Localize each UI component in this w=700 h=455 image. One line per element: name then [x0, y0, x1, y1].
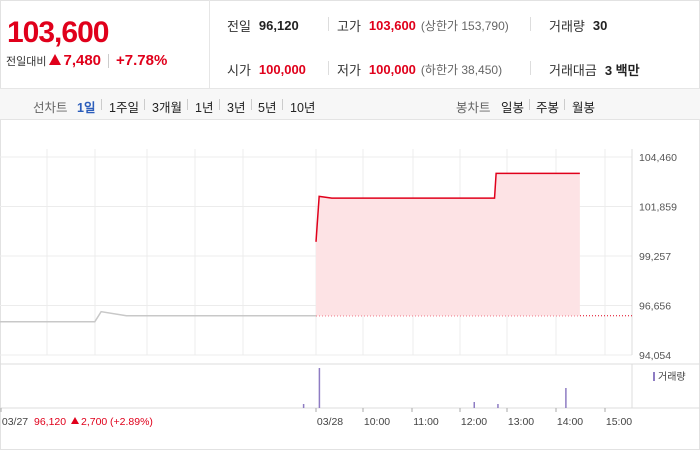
period-10y[interactable]: 10년 [290, 101, 316, 115]
x-tick-label: 11:00 [413, 416, 439, 428]
current-price: 103,600 [7, 16, 109, 49]
stat-label: 저가 [337, 63, 361, 78]
divider [251, 99, 252, 110]
change-value: 7,480 [63, 52, 102, 69]
period-3m[interactable]: 3개월 [152, 101, 182, 115]
change-line: 전일대비 7,480 +7.78% [6, 52, 167, 69]
divider [108, 53, 110, 68]
stat-value: 30 [592, 18, 608, 33]
stat-label: 거래량 [549, 19, 585, 34]
y-tick-label: 99,257 [639, 251, 671, 263]
series-line-prev-day [0, 310, 316, 323]
stat-label: 거래대금 [549, 63, 597, 78]
divider [530, 17, 531, 31]
stat-value: 96,120 [258, 18, 299, 33]
change-label: 전일대비 [6, 55, 47, 68]
stat-high: 고가 103,600 (상한가 153,790) [337, 16, 509, 35]
candle-chart-label: 봉차트 [456, 101, 491, 115]
x-tick-label: 03/27 [2, 416, 28, 428]
candle-monthly[interactable]: 월봉 [572, 101, 596, 115]
prev-day-percent: (+2.89%) [110, 416, 153, 428]
divider [101, 99, 102, 110]
volume-bar [565, 388, 567, 408]
up-triangle-icon [49, 54, 62, 65]
period-3y[interactable]: 3년 [227, 101, 246, 115]
period-1y[interactable]: 1년 [195, 101, 214, 115]
candle-weekly[interactable]: 주봉 [536, 101, 560, 115]
x-tick-label: 12:00 [461, 416, 487, 428]
volume-bar [318, 368, 321, 408]
stats-grid: 전일 96,120 고가 103,600 (상한가 153,790) 거래량 3… [210, 0, 700, 88]
y-tick-label: 101,859 [639, 202, 677, 214]
up-triangle-icon [71, 417, 79, 424]
stat-prev-close: 전일 96,120 [227, 16, 299, 35]
x-tick-label: 03/28 [317, 416, 343, 428]
stat-value: 3 백만 [604, 63, 640, 78]
price-chart-svg: 104,460 101,859 99,257 96,656 94,054 거래량 03/27… [0, 149, 700, 428]
divider [328, 17, 329, 31]
stat-trade-value: 거래대금 3 백만 [549, 60, 640, 79]
line-chart-label: 선차트 [33, 101, 68, 115]
stat-label: 시가 [227, 63, 251, 78]
series-area-today [316, 173, 580, 316]
period-1w[interactable]: 1주일 [109, 101, 139, 115]
divider [187, 99, 188, 110]
x-tick-label: 10:00 [364, 416, 390, 428]
divider [564, 99, 565, 110]
stat-label: 전일 [227, 19, 251, 34]
chart-toolbar: 선차트 1일 1주일 3개월 1년 3년 5년 10년 봉차트 일봉 주봉 월봉 [0, 89, 700, 120]
lower-limit: (하한가 38,450) [420, 63, 503, 77]
change-percent: +7.78% [116, 52, 168, 69]
price-chart: 104,460 101,859 99,257 96,656 94,054 거래량 03/27… [0, 119, 700, 450]
stat-open: 시가 100,000 [227, 60, 306, 79]
volume-bar [473, 402, 475, 408]
period-1d[interactable]: 1일 [77, 101, 96, 115]
candle-daily[interactable]: 일봉 [501, 101, 525, 115]
divider [282, 99, 283, 110]
y-tick-label: 104,460 [639, 152, 677, 164]
stat-low: 저가 100,000 (하한가 38,450) [337, 60, 502, 79]
stat-value: 100,000 [368, 62, 416, 77]
stat-label: 고가 [337, 19, 361, 34]
divider [529, 99, 530, 110]
volume-bar [497, 404, 499, 408]
volume-legend-label: 거래량 [658, 371, 686, 383]
price-box: 103,600 전일대비 7,480 +7.78% [0, 0, 210, 88]
divider [328, 61, 329, 75]
period-5y[interactable]: 5년 [258, 101, 277, 115]
y-tick-label: 96,656 [639, 301, 671, 313]
x-tick-label: 13:00 [508, 416, 534, 428]
volume-bar [302, 404, 305, 408]
stat-value: 103,600 [368, 18, 416, 33]
prev-day-change: 2,700 [81, 416, 107, 428]
divider [144, 99, 145, 110]
stat-volume: 거래량 30 [549, 16, 607, 35]
stat-value: 100,000 [258, 62, 306, 77]
divider [219, 99, 220, 110]
prev-day-close: 96,120 [34, 416, 66, 428]
x-tick-label: 14:00 [557, 416, 583, 428]
upper-limit: (상한가 153,790) [420, 19, 509, 33]
quote-summary: 103,600 전일대비 7,480 +7.78% 전일 96,120 고가 1… [0, 0, 700, 89]
volume-legend-swatch [653, 372, 655, 381]
divider [530, 61, 531, 75]
y-tick-label: 94,054 [639, 350, 671, 362]
series-line-today [315, 172, 580, 242]
x-tick-label: 15:00 [606, 416, 632, 428]
